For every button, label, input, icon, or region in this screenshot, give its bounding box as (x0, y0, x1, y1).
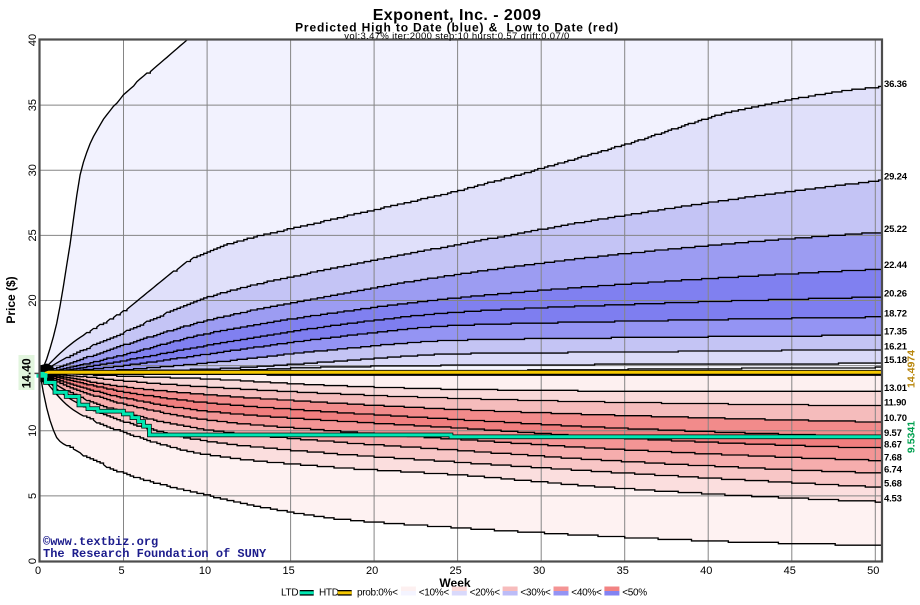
svg-text:<40%<: <40%< (571, 588, 602, 599)
svg-text:35: 35 (617, 565, 629, 577)
svg-text:14.4974: 14.4974 (906, 350, 918, 388)
svg-text:4.53: 4.53 (884, 493, 902, 504)
svg-text:11.90: 11.90 (884, 398, 906, 409)
svg-text:Exponent, Inc. - 2009: Exponent, Inc. - 2009 (373, 7, 542, 24)
svg-text:50: 50 (867, 565, 879, 577)
svg-text:10.70: 10.70 (884, 413, 907, 424)
svg-text:Predicted High to Date (blue): Predicted High to Date (blue) & Low to D… (295, 21, 619, 35)
svg-text:16.21: 16.21 (884, 341, 908, 352)
svg-text:20: 20 (366, 565, 378, 577)
svg-text:vol:3.47% iter:2000 step:10 hu: vol:3.47% iter:2000 step:10 hurst:0.57 d… (344, 31, 569, 42)
svg-text:7.68: 7.68 (884, 452, 902, 463)
svg-text:36.36: 36.36 (884, 79, 907, 90)
svg-text:5: 5 (118, 565, 124, 577)
svg-text:15: 15 (282, 565, 294, 577)
svg-text:5: 5 (27, 493, 39, 499)
svg-text:25.22: 25.22 (884, 224, 907, 235)
svg-text:5.68: 5.68 (884, 479, 902, 490)
svg-text:<20%<: <20%< (470, 588, 501, 599)
svg-text:25: 25 (450, 565, 462, 577)
svg-text:Price ($): Price ($) (4, 276, 18, 323)
svg-text:22.44: 22.44 (884, 260, 908, 271)
svg-text:0: 0 (35, 565, 41, 577)
svg-text:HTD: HTD (319, 588, 339, 599)
svg-text:35: 35 (27, 99, 39, 111)
svg-text:40: 40 (27, 34, 39, 46)
svg-text:0: 0 (27, 558, 39, 564)
svg-text:14.40: 14.40 (20, 358, 34, 388)
svg-text:10: 10 (199, 565, 211, 577)
svg-text:8.67: 8.67 (884, 440, 902, 451)
svg-text:15.18: 15.18 (884, 355, 907, 366)
svg-text:40: 40 (700, 565, 712, 577)
svg-text:17.35: 17.35 (884, 327, 908, 338)
svg-text:9.5341: 9.5341 (906, 421, 918, 453)
svg-text:45: 45 (784, 565, 796, 577)
svg-text:<10%<: <10%< (419, 588, 450, 599)
svg-text:13.01: 13.01 (884, 383, 908, 394)
svg-text:6.74: 6.74 (884, 465, 903, 476)
svg-text:prob:0%<: prob:0%< (357, 588, 398, 599)
svg-text:30: 30 (27, 164, 39, 176)
svg-text:<30%<: <30%< (520, 588, 551, 599)
svg-text:The Research Foundation of SUN: The Research Foundation of SUNY (43, 547, 267, 561)
svg-text:18.72: 18.72 (884, 309, 907, 320)
svg-text:10: 10 (27, 425, 39, 437)
svg-text:9.57: 9.57 (884, 428, 902, 439)
svg-text:<50%: <50% (622, 588, 647, 599)
svg-text:©www.textbiz.org: ©www.textbiz.org (43, 535, 158, 549)
svg-text:20.26: 20.26 (884, 289, 907, 300)
svg-text:LTD: LTD (281, 588, 298, 599)
svg-text:20: 20 (27, 294, 39, 306)
svg-text:29.24: 29.24 (884, 172, 908, 183)
svg-text:30: 30 (533, 565, 545, 577)
svg-text:25: 25 (27, 229, 39, 241)
